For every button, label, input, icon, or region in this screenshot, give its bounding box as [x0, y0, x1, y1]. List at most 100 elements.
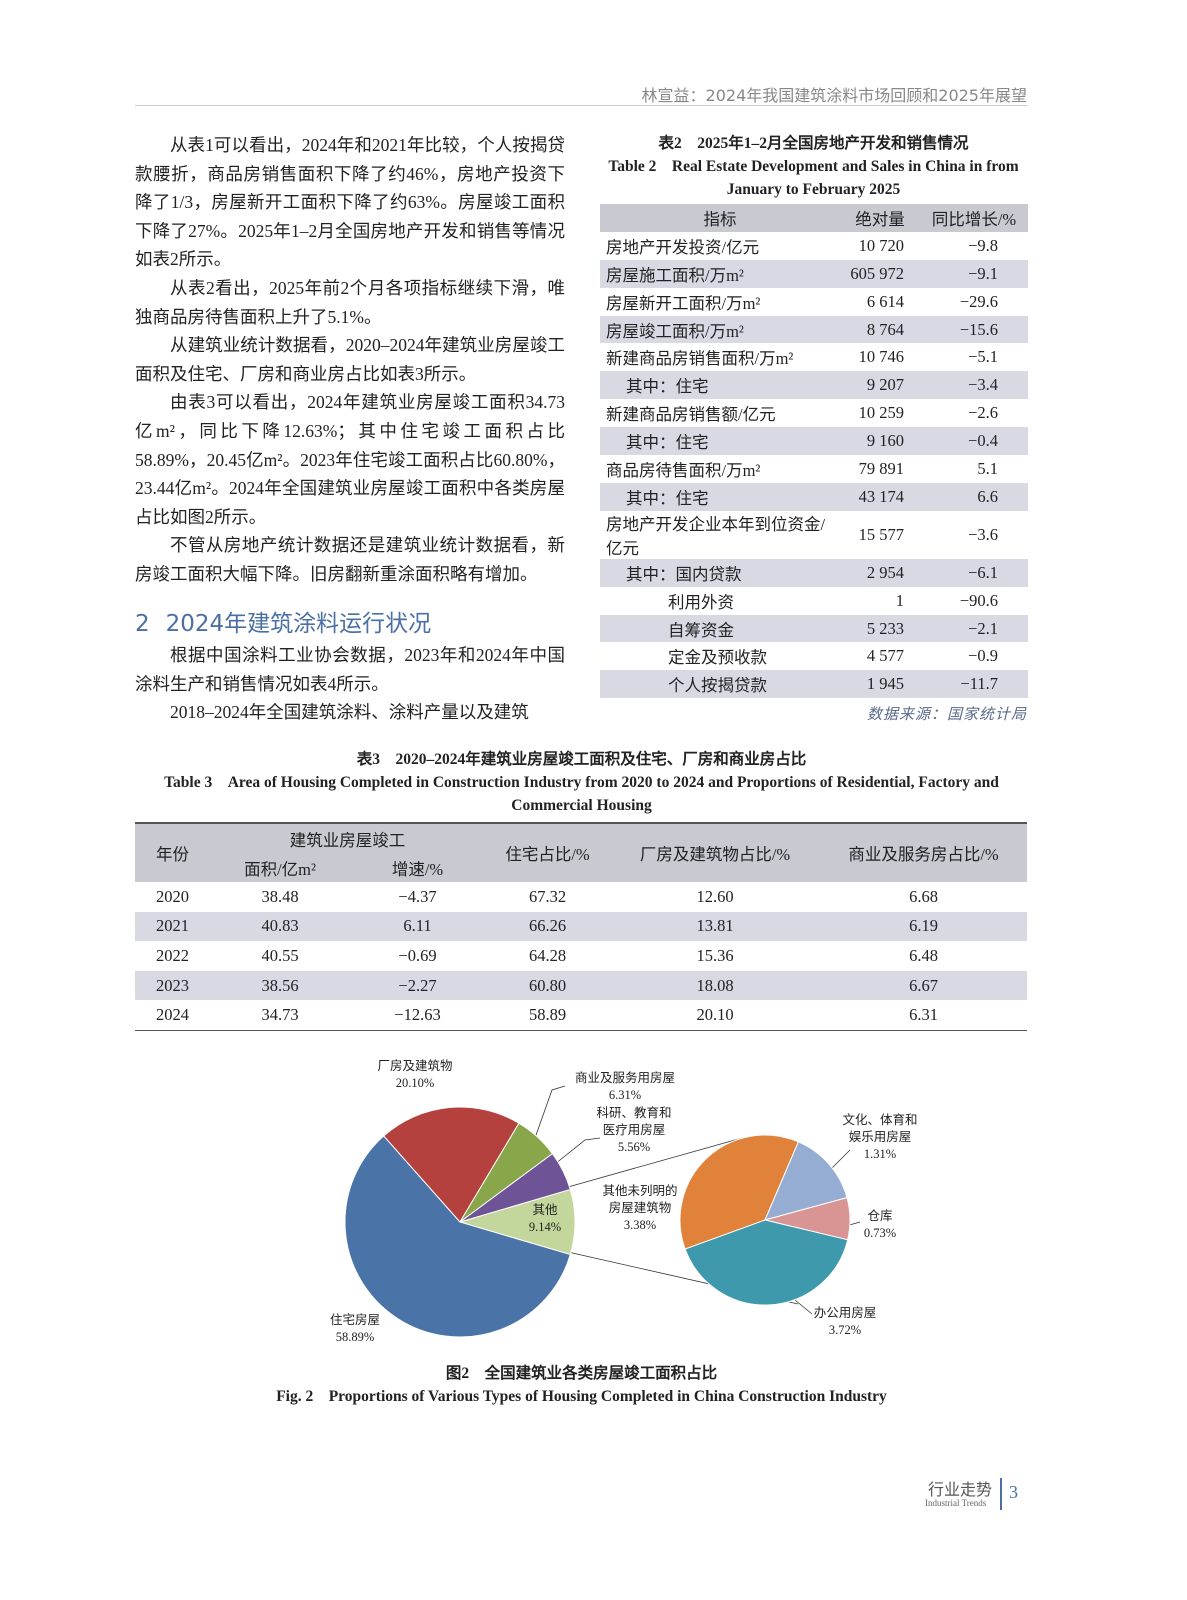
table-header: 年份 建筑业房屋竣工 住宅占比/% 厂房及建筑物占比/% 商业及服务房占比/% [135, 823, 1027, 882]
leader-line [549, 1137, 601, 1169]
table-cell: 个人按揭贷款 [600, 670, 840, 699]
table-cell: 6.6 [920, 482, 1028, 511]
table-row: 2021 40.83 6.11 66.26 13.81 6.19 [135, 911, 1027, 942]
table-cell: 新建商品房销售额/亿元 [606, 405, 776, 425]
table-cell: 新建商品房销售面积/万m² [606, 349, 794, 369]
pie-label-value: 1.31% [863, 1147, 897, 1161]
table-row: 2022 40.55 −0.69 64.28 15.36 6.48 [135, 941, 1027, 971]
table-cell: 67.32 [528, 886, 567, 906]
table-cell: 38.56 [210, 970, 350, 1001]
table-row: 新建商品房销售面积/万m² 10 746 −5.1 [600, 343, 1028, 371]
header-cell: 年份 [135, 823, 210, 882]
table-cell: 38.48 [261, 886, 299, 906]
table-row: 2024 34.73 −12.63 58.89 20.10 6.31 [135, 1000, 1027, 1030]
table-cell: −12.63 [394, 1005, 441, 1025]
header-cell: 住宅占比/% [485, 823, 610, 882]
table-cell: 20.10 [696, 1005, 734, 1025]
table-row: 商品房待售面积/万m² 79 891 5.1 [600, 455, 1028, 483]
pie-slice [344, 1135, 571, 1338]
pie-label-value: 3.38% [623, 1218, 657, 1232]
table-cell: 其中：国内贷款 [600, 558, 840, 587]
footer-section: 行业走势 [928, 1480, 993, 1499]
paragraph: 由表3可以看出，2024年建筑业房屋竣工面积34.73亿m²，同比下降12.63… [135, 392, 565, 527]
table-cell: 其中：住宅 [600, 427, 840, 456]
table-cell: 15.36 [696, 945, 734, 965]
caption-zh: 图2 全国建筑业各类房屋竣工面积占比 [445, 1365, 718, 1382]
table-cell: −3.4 [920, 371, 1028, 400]
table-cell: 9 207 [840, 371, 920, 400]
pie-slice [383, 1106, 520, 1223]
table-row: 房屋新开工面积/万m² 6 614 −29.6 [600, 288, 1028, 316]
table-cell: 2023 [135, 970, 210, 1001]
caption-en: Table 3 Area of Housing Completed in Con… [164, 774, 999, 814]
table-cell: −3.6 [968, 524, 998, 544]
pie-label: 其他 9.14% [515, 1202, 575, 1236]
header-rule [135, 105, 1028, 106]
table-cell: −90.6 [959, 590, 998, 610]
caption-en: Fig. 2 Proportions of Various Types of H… [276, 1388, 887, 1405]
table-cell: 5 233 [840, 614, 920, 643]
pie-label-name: 文化、体育和娱乐用房屋 [842, 1113, 918, 1144]
table-header: 面积/亿m² 增速/% [135, 853, 1027, 882]
pie-label-value: 9.14% [528, 1220, 562, 1234]
table-row: 定金及预收款 4 577 −0.9 [600, 642, 1028, 670]
pie-slice [764, 1141, 848, 1221]
table-caption: 表2 2025年1–2月全国房地产开发和销售情况 Table 2 Real Es… [600, 132, 1027, 201]
header-cell: 指标 [600, 204, 840, 232]
table-cell: 房地产开发投资/亿元 [606, 237, 760, 257]
page-number: 3 [1009, 1482, 1018, 1502]
table-cell: −9.1 [920, 259, 1028, 288]
table-cell: 其中：住宅 [600, 482, 840, 511]
table-cell: 18.08 [610, 970, 820, 1001]
leader-line [794, 1299, 813, 1315]
pie-label-value: 3.72% [828, 1323, 862, 1337]
table-caption: 表3 2020–2024年建筑业房屋竣工面积及住宅、厂房和商业房占比 Table… [130, 748, 1033, 817]
caption-zh: 表2 2025年1–2月全国房地产开发和销售情况 [658, 135, 969, 152]
pie-label-name: 仓库 [867, 1209, 893, 1223]
table-cell: 66.26 [485, 911, 610, 942]
table-cell: 6.31 [909, 1005, 938, 1025]
header-cell: 厂房及建筑物占比/% [610, 823, 820, 882]
table-cell: 40.55 [261, 945, 299, 965]
paragraph: 根据中国涂料工业协会数据，2023年和2024年中国涂料生产和销售情况如表4所示… [135, 645, 565, 694]
text-column: 根据中国涂料工业协会数据，2023年和2024年中国涂料生产和销售情况如表4所示… [135, 641, 565, 727]
section-number: 2 [135, 611, 150, 637]
caption-en: Table 2 Real Estate Development and Sale… [608, 158, 1019, 198]
pie-label-name: 商业及服务用房屋 [574, 1071, 675, 1085]
table-cell: 2 954 [840, 558, 920, 587]
table-cell: 房地产开发企业本年到位资金/亿元 [606, 514, 826, 558]
pie-label-name: 办公用房屋 [813, 1306, 877, 1320]
pie-label: 商业及服务用房屋 6.31% [560, 1070, 690, 1104]
pie-label: 仓库 0.73% [850, 1208, 910, 1242]
figure-caption: 图2 全国建筑业各类房屋竣工面积占比 Fig. 2 Proportions of… [130, 1362, 1033, 1408]
table-cell: 房屋新开工面积/万m² [606, 293, 761, 313]
table-cell: 2024 [156, 1005, 189, 1025]
table-cell: 5.1 [977, 458, 998, 478]
table-cell: 43 174 [840, 482, 920, 511]
footer-bar [1000, 1478, 1002, 1510]
pie-label: 其他未列明的房屋建筑物 3.38% [598, 1183, 682, 1234]
table-cell: 定金及预收款 [668, 648, 767, 668]
pie-label-value: 5.56% [617, 1140, 651, 1154]
table-cell: 6.67 [820, 970, 1027, 1001]
table-cell: −5.1 [968, 347, 998, 367]
table-row: 新建商品房销售额/亿元 10 259 −2.6 [600, 399, 1028, 427]
table-row: 个人按揭贷款 1 945 −11.7 [600, 670, 1028, 699]
table-cell: −2.1 [920, 614, 1028, 643]
pie-label: 住宅房屋 58.89% [300, 1312, 410, 1346]
table-cell: 房屋竣工面积/万m² [600, 315, 840, 344]
table-cell: −6.1 [920, 558, 1028, 587]
table-row: 房屋竣工面积/万m² 8 764 −15.6 [600, 315, 1028, 344]
table-cell: −11.7 [920, 670, 1028, 699]
footer-section-en: Industrial Trends [925, 1498, 987, 1508]
paragraph: 从表1可以看出，2024年和2021年比较，个人按揭贷款腰折，商品房销售面积下降… [135, 135, 565, 270]
table-cell: 605 972 [840, 259, 920, 288]
table-cell: 15 577 [858, 524, 904, 544]
pie-label-name: 厂房及建筑物 [377, 1059, 453, 1073]
header-cell: 同比增长/% [920, 204, 1028, 232]
table-cell: 其中：住宅 [600, 371, 840, 400]
table-cell: −15.6 [920, 315, 1028, 344]
table-cell: 6.11 [350, 911, 485, 942]
